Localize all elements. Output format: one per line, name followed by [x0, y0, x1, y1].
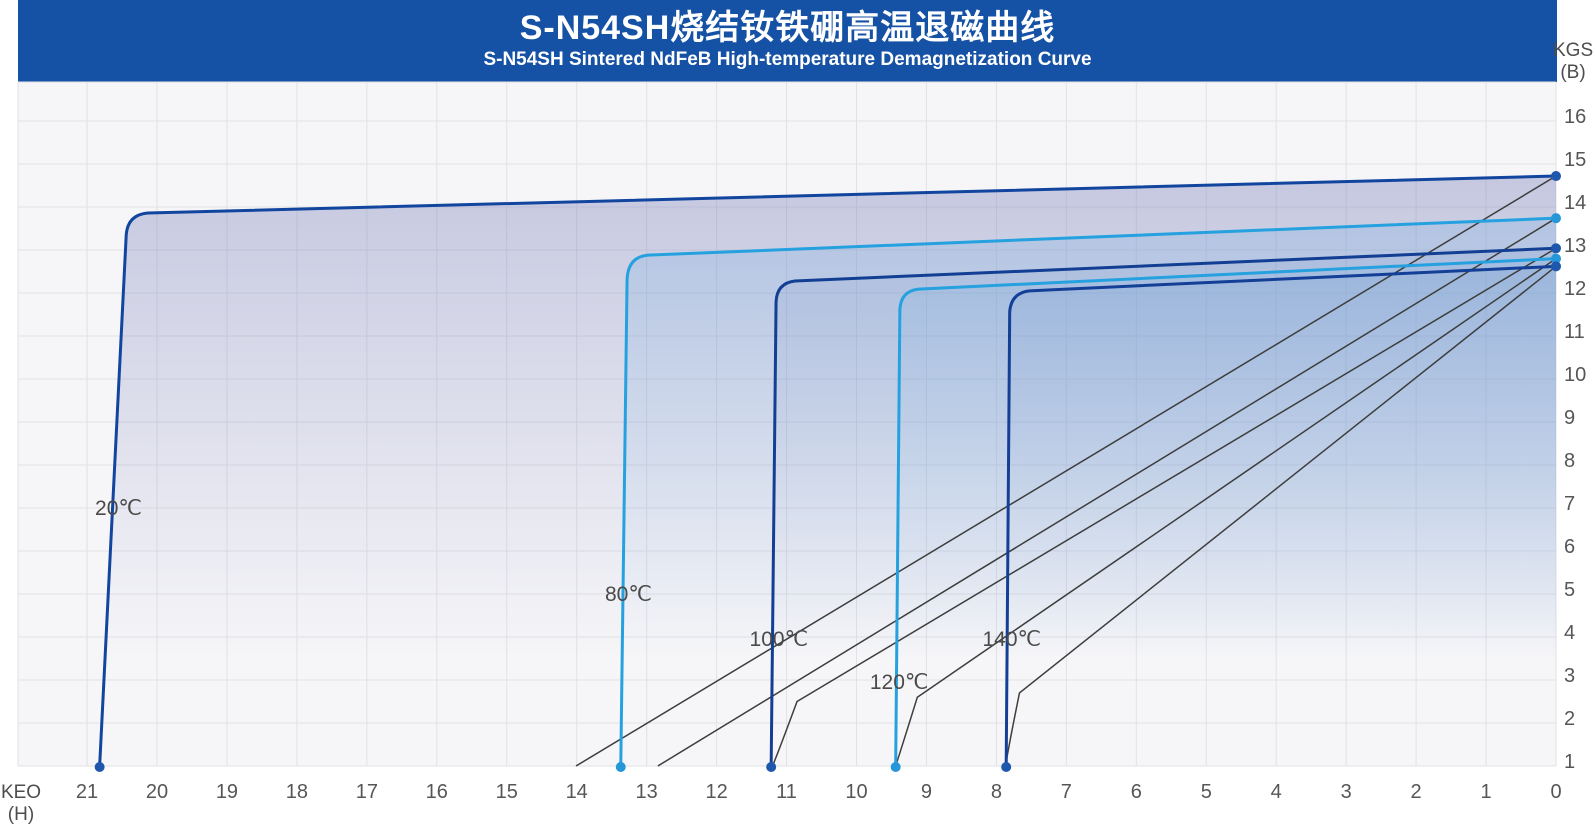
y-tick-10: 10 [1564, 364, 1586, 386]
x-axis-unit: KEO [0, 782, 42, 803]
x-tick-20: 20 [146, 781, 168, 803]
x-tick-3: 3 [1341, 781, 1352, 803]
x-tick-2: 2 [1411, 781, 1422, 803]
y-axis-unit-label: KGS (B) [1553, 40, 1593, 84]
temp-label-20c: 20℃ [95, 497, 142, 520]
br-dot-100c [1551, 243, 1561, 254]
hcj-dot-100c [766, 762, 777, 772]
x-tick-13: 13 [636, 781, 658, 803]
y-tick-12: 12 [1564, 278, 1586, 300]
x-axis-symbol: (H) [7, 803, 35, 825]
x-tick-9: 9 [921, 781, 932, 803]
x-tick-5: 5 [1201, 781, 1212, 803]
normal-curve-100c [771, 247, 1557, 767]
y-tick-13: 13 [1564, 235, 1586, 257]
y-tick-7: 7 [1564, 493, 1575, 515]
y-tick-1: 1 [1564, 751, 1575, 773]
br-dot-20c [1551, 171, 1561, 182]
temp-label-140c: 140℃ [982, 628, 1041, 651]
x-tick-10: 10 [845, 781, 867, 803]
x-tick-0: 0 [1550, 781, 1561, 803]
chart-title-en: S-N54SH Sintered NdFeB High-temperature … [483, 48, 1092, 70]
chart-header: S-N54SH烧结钕铁硼高温退磁曲线 S-N54SH Sintered NdFe… [18, 0, 1557, 82]
br-dot-120c [1551, 253, 1561, 264]
intrinsic-curve-20c [98, 174, 1558, 768]
normal-curve-80c [657, 217, 1557, 767]
hcj-dot-20c [94, 762, 105, 772]
x-tick-19: 19 [216, 781, 238, 803]
fill-area-140c [1006, 266, 1556, 766]
y-tick-9: 9 [1564, 407, 1575, 429]
hcj-dot-140c [1001, 762, 1012, 772]
y-tick-2: 2 [1564, 708, 1575, 730]
y-tick-4: 4 [1564, 622, 1575, 644]
x-tick-15: 15 [496, 781, 518, 803]
x-tick-8: 8 [991, 781, 1002, 803]
y-tick-16: 16 [1564, 106, 1586, 128]
x-tick-6: 6 [1131, 781, 1142, 803]
intrinsic-curve-80c [619, 216, 1558, 768]
x-tick-14: 14 [566, 781, 588, 803]
y-tick-15: 15 [1564, 149, 1586, 171]
x-axis-unit-label: KEO (H) [0, 782, 42, 826]
intrinsic-curve-100c [769, 246, 1558, 768]
x-tick-1: 1 [1480, 781, 1491, 803]
y-axis-unit: KGS [1553, 40, 1594, 61]
y-tick-8: 8 [1564, 450, 1575, 472]
chart-title-cn: S-N54SH烧结钕铁硼高温退磁曲线 [519, 9, 1056, 48]
y-tick-11: 11 [1564, 321, 1585, 343]
intrinsic-curve-140c [1004, 264, 1558, 768]
temp-label-120c: 120℃ [870, 671, 929, 694]
y-axis-symbol: (B) [1560, 61, 1586, 83]
x-tick-11: 11 [776, 781, 797, 803]
x-tick-17: 17 [356, 781, 378, 803]
br-dot-140c [1551, 261, 1561, 272]
hcj-dot-80c [615, 762, 626, 772]
x-tick-18: 18 [286, 781, 308, 803]
y-tick-5: 5 [1564, 579, 1575, 601]
x-tick-12: 12 [705, 781, 727, 803]
hcj-dot-120c [890, 762, 901, 772]
br-dot-80c [1551, 213, 1561, 224]
x-tick-21: 21 [76, 781, 98, 803]
temp-label-80c: 80℃ [605, 583, 652, 606]
x-tick-7: 7 [1061, 781, 1072, 803]
y-tick-6: 6 [1564, 536, 1575, 558]
y-tick-3: 3 [1564, 665, 1575, 687]
y-tick-14: 14 [1564, 192, 1586, 214]
x-tick-4: 4 [1271, 781, 1282, 803]
x-tick-16: 16 [426, 781, 448, 803]
intrinsic-curve-120c [894, 257, 1558, 768]
temp-label-100c: 100℃ [750, 628, 809, 651]
